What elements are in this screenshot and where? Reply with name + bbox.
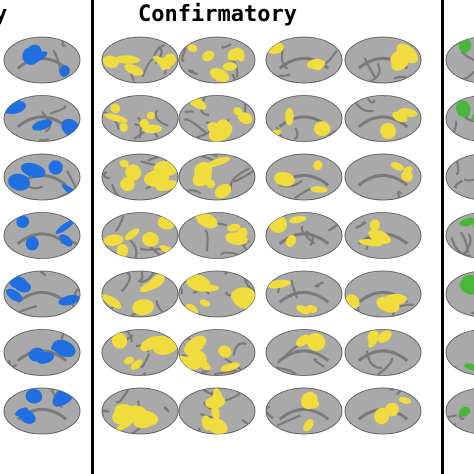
center-panel-brain bbox=[344, 36, 422, 84]
center-panel-brain bbox=[101, 387, 179, 435]
center-panel-brain bbox=[101, 95, 179, 142]
center-panel-brain bbox=[265, 95, 343, 142]
left-panel-brain bbox=[3, 95, 81, 142]
right-panel-brain bbox=[445, 271, 474, 317]
center-panel-brain bbox=[265, 153, 343, 201]
center-panel-brain bbox=[265, 270, 343, 318]
left-panel-brain bbox=[3, 387, 81, 435]
center-panel-brain bbox=[101, 329, 179, 376]
center-panel-brain bbox=[344, 329, 422, 376]
center-panel-brain bbox=[178, 270, 256, 318]
panel-divider-right bbox=[441, 0, 444, 474]
center-panel-brain bbox=[265, 36, 343, 84]
center-panel-brain bbox=[178, 387, 256, 435]
left-panel-brain bbox=[3, 36, 81, 84]
center-panel-brain bbox=[101, 153, 179, 201]
right-panel-brain bbox=[445, 37, 474, 83]
right-panel-brain bbox=[445, 95, 474, 142]
center-panel-brain bbox=[344, 95, 422, 142]
center-panel-brain bbox=[101, 36, 179, 84]
center-panel-brain bbox=[101, 270, 179, 318]
left-panel-brain bbox=[3, 270, 81, 318]
center-panel-brain bbox=[178, 329, 256, 376]
center-panel-brain bbox=[344, 387, 422, 435]
left-panel-brain bbox=[3, 212, 81, 259]
center-panel-brain bbox=[178, 212, 256, 259]
left-panel-title: y bbox=[0, 2, 8, 27]
center-panel-brain bbox=[265, 329, 343, 376]
right-panel-brain bbox=[445, 388, 474, 434]
right-panel-brain bbox=[445, 329, 474, 376]
panel-divider-left bbox=[91, 0, 94, 474]
left-panel-brain bbox=[3, 329, 81, 376]
center-panel-brain bbox=[344, 212, 422, 259]
center-panel-brain bbox=[178, 36, 256, 84]
center-panel-brain bbox=[101, 212, 179, 259]
center-panel-brain bbox=[344, 270, 422, 318]
left-panel-brain bbox=[3, 153, 81, 201]
right-panel-brain bbox=[445, 212, 474, 259]
right-panel-brain bbox=[445, 154, 474, 200]
center-panel-brain bbox=[265, 212, 343, 259]
center-panel-title: Confirmatory bbox=[138, 2, 297, 27]
center-panel-brain bbox=[178, 153, 256, 201]
center-panel-brain bbox=[178, 95, 256, 142]
center-panel-brain bbox=[265, 387, 343, 435]
